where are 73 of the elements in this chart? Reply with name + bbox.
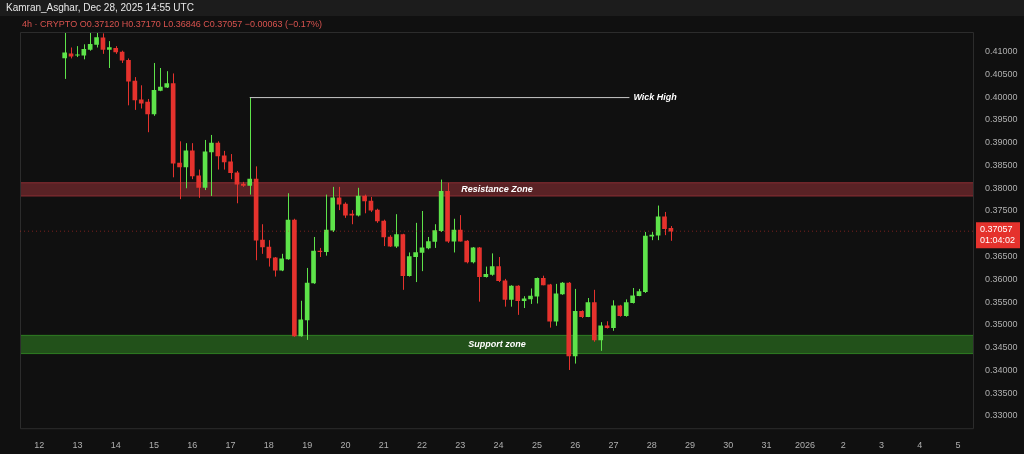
x-tick-label: 4 [917, 440, 923, 451]
candlestick [247, 97, 253, 196]
x-tick-label: 23 [455, 440, 466, 451]
candlestick [126, 57, 131, 106]
y-tick-label: 0.40000 [985, 91, 1018, 102]
x-tick-label: 20 [340, 440, 351, 451]
y-tick-label: 0.37500 [985, 205, 1018, 216]
x-tick-label: 2 [840, 440, 846, 451]
candlestick [611, 299, 616, 332]
x-tick-label: 25 [531, 440, 542, 451]
y-tick-label: 0.35500 [985, 296, 1018, 307]
x-tick-label: 14 [110, 440, 121, 451]
y-tick-label: 0.41000 [985, 46, 1018, 57]
x-tick-label: 21 [378, 440, 389, 451]
x-tick-label: 22 [417, 440, 428, 451]
x-tick-label: 18 [263, 440, 274, 451]
candlestick [598, 321, 604, 352]
candlestick [457, 214, 463, 243]
candlestick [509, 284, 514, 308]
x-tick-label: 29 [685, 440, 696, 451]
y-tick-label: 0.40500 [985, 68, 1018, 79]
candlestick [496, 256, 501, 283]
x-tick-label: 26 [570, 440, 581, 451]
candlestick [362, 194, 367, 214]
y-tick-label: 0.33000 [985, 410, 1018, 421]
x-tick-label: 16 [187, 440, 198, 451]
y-tick-label: 0.36000 [985, 273, 1018, 284]
y-tick-label: 0.34500 [985, 342, 1018, 353]
candlestick [381, 219, 387, 247]
x-tick-label: 27 [608, 440, 619, 451]
y-tick-label: 0.33500 [985, 387, 1018, 398]
y-tick-label: 0.38500 [985, 159, 1018, 170]
candlestick [107, 40, 112, 69]
x-tick-label: 17 [225, 440, 236, 451]
candlestick [464, 239, 470, 264]
y-tick-label: 0.35000 [985, 319, 1018, 330]
x-tick-label: 15 [149, 440, 160, 451]
x-tick-label: 3 [878, 440, 884, 451]
x-tick-label: 31 [761, 440, 772, 451]
candlestick [336, 186, 342, 211]
candlestick [260, 223, 265, 255]
x-tick-label: 2026 [794, 440, 815, 451]
candlestick [515, 284, 521, 316]
candlestick [394, 213, 399, 249]
candlestick [215, 140, 221, 171]
y-tick-label: 0.39000 [985, 137, 1018, 148]
chart-title: 4h · CRYPTO O0.37120 H0.37170 L0.36846 C0.37057 −0.00063 (−0.17%) [22, 19, 322, 29]
x-tick-label: 28 [646, 440, 657, 451]
candlestick [209, 134, 214, 197]
text: Kamran_Asghar, Dec 28, 2025 14:55 UTC [0, 0, 1024, 16]
candlestick [62, 32, 67, 80]
y-tick-label: 0.38000 [985, 182, 1018, 193]
y-tick-label: 0.34000 [985, 364, 1018, 375]
x-tick-label: 24 [493, 440, 504, 451]
annotation: Wick High [633, 92, 678, 103]
x-tick-label: 30 [723, 440, 734, 451]
x-tick-label: 12 [34, 440, 45, 451]
ref-line-label: 0.37057 01:04:02 [980, 224, 1016, 246]
band-label: Resistance Zone [461, 183, 533, 194]
y-tick-label: 0.39500 [985, 114, 1018, 125]
candlestick [355, 187, 361, 217]
candlestick [272, 256, 278, 278]
candlestick [323, 194, 329, 257]
band-label: Support zone [468, 338, 526, 349]
candlestick [489, 252, 495, 277]
candlestick [196, 169, 202, 199]
x-tick-label: 19 [302, 440, 313, 451]
x-tick-label: 13 [72, 440, 83, 451]
candlestick [298, 300, 304, 338]
candlestick [177, 140, 182, 200]
x-tick-label: 5 [955, 440, 961, 451]
candlestick [662, 211, 667, 236]
y-tick-label: 0.36500 [985, 251, 1018, 262]
